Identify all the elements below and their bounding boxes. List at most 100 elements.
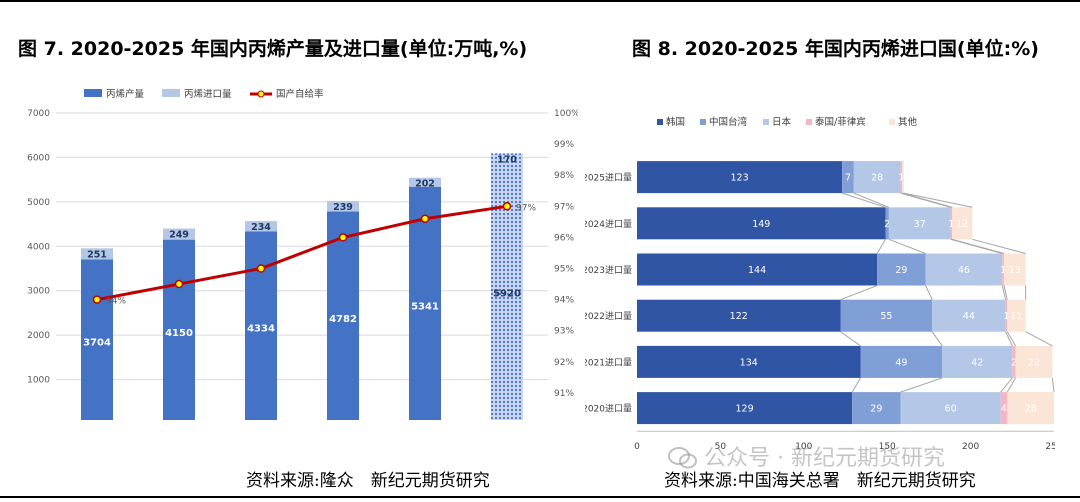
wechat-icon — [668, 447, 697, 469]
y2-tick-label: 95% — [554, 265, 574, 275]
watermark-text: 公众号 · 新纪元期货研究 — [704, 446, 945, 471]
connector-line — [851, 377, 861, 393]
segment-label: 44 — [963, 311, 975, 322]
segment-label: 1 — [898, 173, 904, 184]
connector-line — [931, 331, 943, 347]
segment-3 — [1002, 253, 1004, 286]
production-value-label: 4334 — [247, 324, 275, 335]
segment-3 — [900, 161, 903, 194]
connector-line — [1025, 331, 1053, 347]
watermark: 公众号 · 新纪元期货研究 — [668, 440, 945, 472]
import-bar — [163, 228, 195, 240]
import-bar — [81, 248, 113, 260]
segment-0 — [637, 345, 861, 378]
y-tick-label: 1000 — [27, 376, 50, 386]
legend-label: 韩国 — [666, 116, 685, 128]
y2-tick-label: 100% — [554, 109, 578, 119]
y-tick-label: 4000 — [27, 242, 50, 252]
self-sufficiency-marker — [256, 264, 266, 273]
segment-4 — [1007, 392, 1054, 425]
connector-line — [876, 239, 886, 254]
self-sufficiency-marker — [420, 214, 430, 223]
segment-0 — [637, 161, 843, 194]
segment-3 — [1000, 392, 1008, 425]
segment-label: 7 — [845, 173, 851, 184]
legend-label-production: 丙烯产量 — [106, 88, 145, 100]
production-value-label: 3704 — [83, 338, 111, 349]
segment-label: 2 — [884, 219, 890, 230]
segment-1 — [877, 253, 926, 286]
production-value-label: 5920 — [493, 288, 521, 299]
connector-line — [840, 285, 878, 301]
segment-label: 28 — [871, 173, 883, 184]
segment-label: 55 — [880, 311, 892, 322]
y2-tick-label: 99% — [554, 140, 574, 150]
segment-2 — [888, 207, 951, 240]
import-value-label: 249 — [169, 230, 189, 241]
segment-label: 1 — [948, 219, 954, 230]
connector-line — [1000, 377, 1013, 393]
y2-tick-label: 92% — [554, 358, 574, 368]
segment-3 — [1012, 345, 1016, 378]
segment-label: 28 — [1025, 404, 1037, 415]
category-label: 2022进口量 — [585, 311, 632, 322]
self-sufficiency-marker — [174, 279, 184, 289]
segment-0 — [637, 207, 886, 240]
y2-tick-label: 93% — [554, 327, 574, 337]
self-sufficiency-marker — [502, 202, 512, 211]
segment-3 — [950, 207, 953, 240]
connector-line — [900, 377, 943, 393]
left-chart-title: 图 7. 2020-2025 年国内丙烯产量及进口量(单位:万吨,%) — [18, 38, 528, 60]
self-sufficiency-marker — [338, 233, 348, 242]
production-bar — [327, 211, 359, 420]
self-sufficiency-label: 94% — [106, 297, 126, 307]
segment-2 — [853, 161, 901, 194]
segment-1 — [852, 392, 901, 425]
connector-line — [842, 192, 886, 208]
connector-line — [1006, 377, 1017, 393]
self-sufficiency-line — [96, 204, 508, 302]
segment-label: 29 — [870, 404, 882, 415]
import-value-label: 239 — [333, 202, 353, 213]
segment-label: 144 — [748, 265, 766, 276]
segment-4 — [902, 161, 904, 194]
right-source-note: 资料来源:中国海关总署 新纪元期货研究 — [664, 471, 976, 491]
connector-line — [1003, 285, 1008, 300]
y-tick-label: 6000 — [27, 153, 50, 163]
segment-4 — [1003, 253, 1026, 286]
legend-swatch — [806, 119, 812, 125]
segment-label: 134 — [740, 357, 758, 368]
connector-line — [1051, 377, 1055, 393]
y2-tick-label: 98% — [554, 171, 574, 181]
legend-label: 泰国/菲律宾 — [815, 116, 866, 128]
connector-line — [1006, 331, 1017, 347]
self-sufficiency-marker — [92, 295, 102, 304]
segment-label: 49 — [895, 357, 907, 368]
connector-line — [840, 331, 861, 347]
y-tick-label: 7000 — [27, 109, 50, 119]
connector-line — [972, 238, 1026, 254]
legend-label: 日本 — [772, 116, 792, 128]
production-bar — [163, 239, 195, 420]
segment-3 — [1005, 299, 1008, 332]
x-tick-label: 50 — [715, 442, 727, 452]
segment-label: 11 — [1010, 311, 1022, 322]
segment-label: 1 — [1003, 311, 1009, 322]
legend-swatch — [763, 119, 769, 125]
segment-2 — [942, 345, 1013, 378]
category-label: 2021进口量 — [585, 357, 632, 368]
segment-1 — [885, 207, 889, 240]
segment-label: 22 — [1028, 357, 1040, 368]
y2-tick-label: 97% — [554, 202, 574, 212]
segment-4 — [1015, 345, 1053, 378]
x-tick-label: 200 — [962, 442, 979, 452]
import-bar — [245, 221, 277, 232]
production-value-label: 4782 — [329, 314, 357, 325]
y-tick-label: 5000 — [27, 198, 50, 208]
y2-tick-label: 91% — [554, 389, 574, 399]
segment-2 — [900, 392, 1001, 425]
y-tick-label: 2000 — [27, 331, 50, 341]
segment-label: 129 — [736, 404, 754, 415]
legend-label-import: 丙烯进口量 — [184, 88, 232, 100]
